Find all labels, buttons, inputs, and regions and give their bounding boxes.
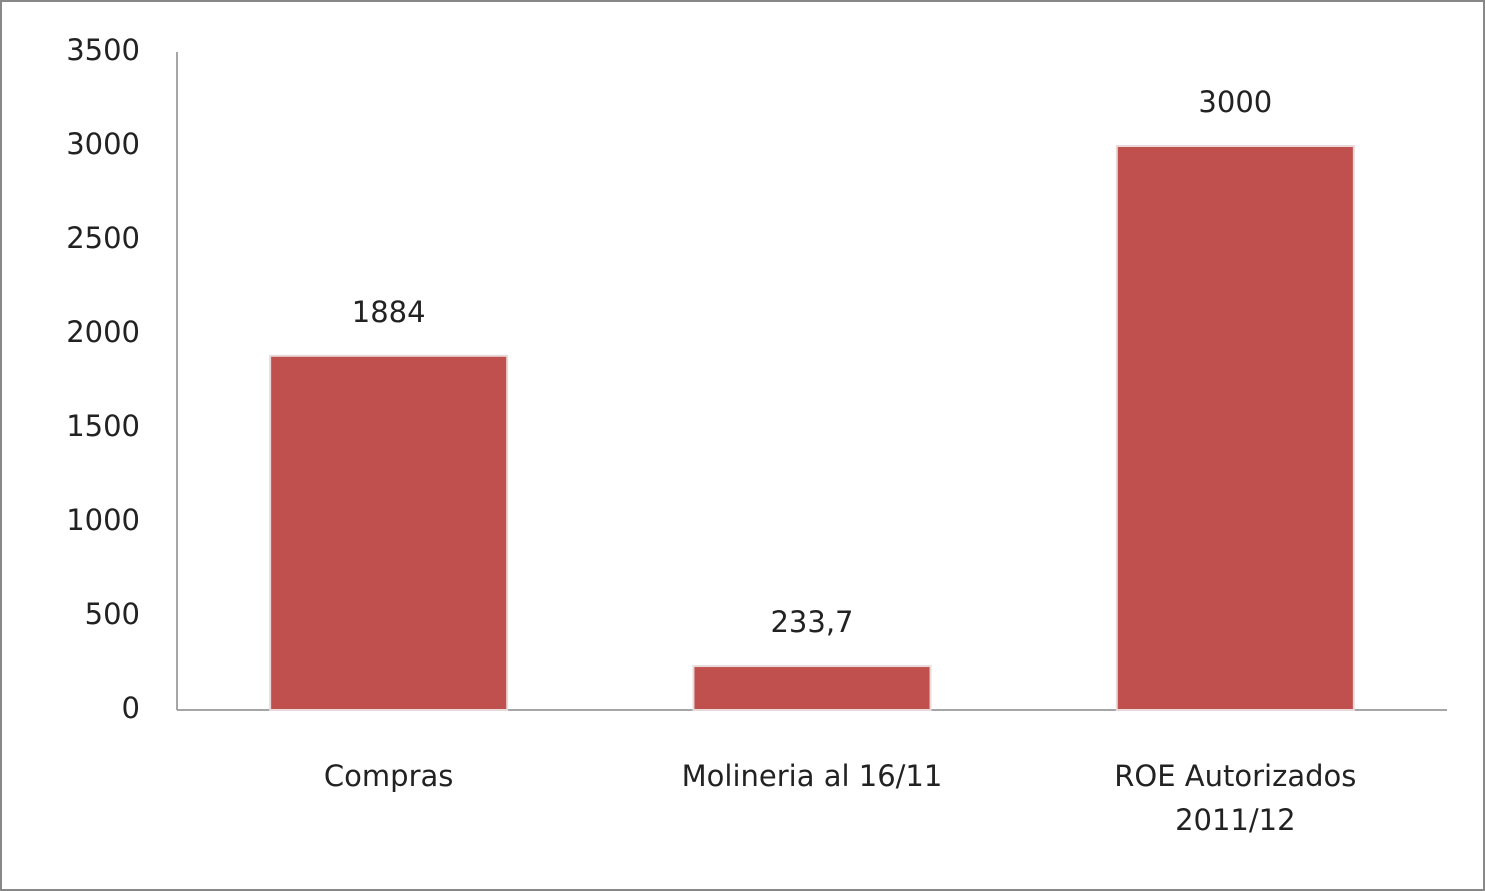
y-tick-label: 1000 [66,503,140,537]
data-label: 233,7 [770,605,853,639]
bar [692,665,932,711]
data-label: 3000 [1198,85,1272,119]
x-tick-label: Compras [323,759,454,793]
y-tick-label: 500 [85,597,140,631]
x-tick-label: ROE Autorizados 2011/12 [1114,759,1357,837]
y-tick-label: 3000 [66,127,140,161]
data-label: 1884 [352,295,426,329]
x-tick-label: Molineria al 16/11 [681,759,943,793]
bar [1115,145,1355,711]
y-tick-label: 2000 [66,315,140,349]
y-tick-label: 1500 [66,409,140,443]
bar [269,354,509,711]
y-tick-label: 0 [122,691,140,725]
y-tick-label: 3500 [66,33,140,67]
y-tick-label: 2500 [66,221,140,255]
